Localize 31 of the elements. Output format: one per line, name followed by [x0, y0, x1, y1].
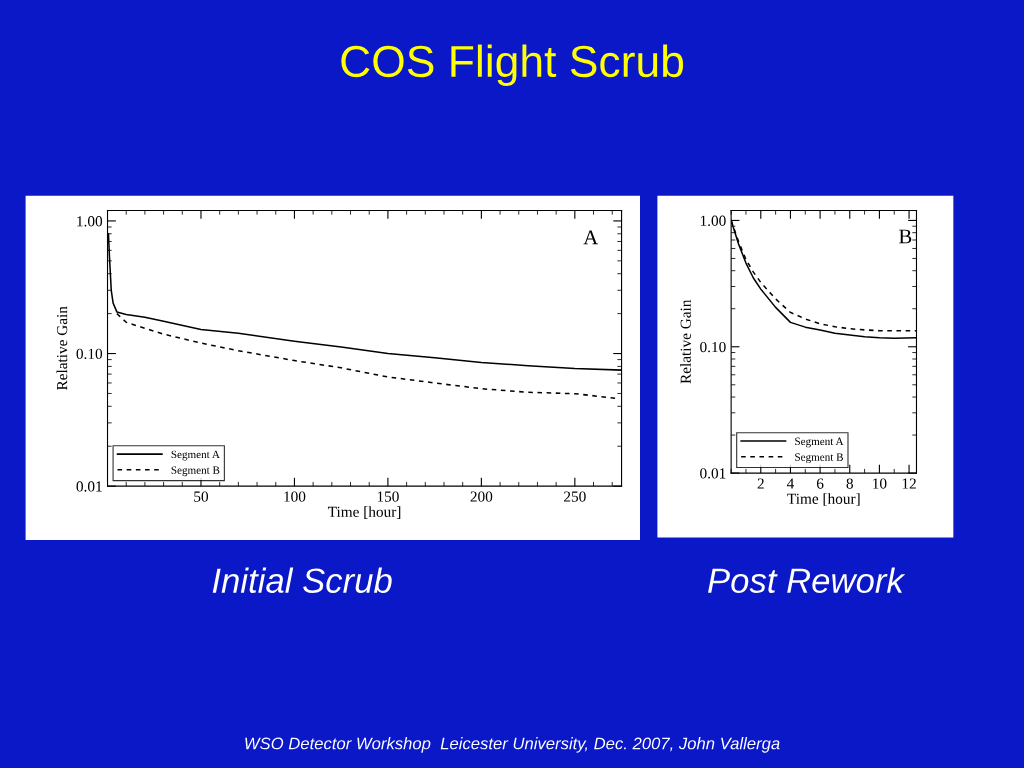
- y-tick-label: 0.01: [76, 481, 102, 492]
- chart-title: COS Flight Scrub: [341, 44, 684, 86]
- x-tick-label: 100: [284, 491, 306, 502]
- x-tick-label: 12: [902, 478, 916, 489]
- y-tick-label: 1.00: [700, 215, 726, 226]
- y-axis-title: Relative Gain: [56, 306, 68, 391]
- x-tick-label: 4: [786, 478, 795, 489]
- x-tick-label: 6: [816, 478, 824, 489]
- legend-label: Segment A: [171, 450, 220, 461]
- x-axis-title: Time [hour]: [327, 506, 401, 519]
- x-tick-label: 8: [846, 478, 853, 489]
- y-tick-label: 0.10: [700, 341, 726, 353]
- x-tick-label: 10: [873, 478, 887, 489]
- annotation: A: [583, 230, 599, 245]
- y-tick-label: 1.00: [77, 216, 103, 227]
- x-tick-label: 2: [757, 478, 764, 489]
- y-tick-label: 0.10: [76, 348, 103, 360]
- text: WSO Detector Workshop Leicester University, Dec. 2007, John Vallerga: [245, 737, 780, 753]
- y-axis-title: Relative Gain: [680, 299, 691, 384]
- legend-label: Segment B: [171, 466, 220, 477]
- x-tick-label: 200: [470, 491, 493, 502]
- text: Initial Scrub: [212, 567, 392, 593]
- x-axis-title: Time [hour]: [787, 493, 860, 506]
- text: Post Rework: [708, 567, 906, 593]
- legend-label: Segment B: [795, 453, 843, 464]
- legend-label: Segment A: [795, 437, 844, 448]
- annotation: B: [899, 229, 912, 244]
- x-tick-label: 50: [194, 491, 209, 502]
- x-tick-label: 250: [564, 491, 586, 502]
- x-tick-label: 150: [377, 491, 399, 502]
- y-tick-label: 0.01: [700, 468, 726, 479]
